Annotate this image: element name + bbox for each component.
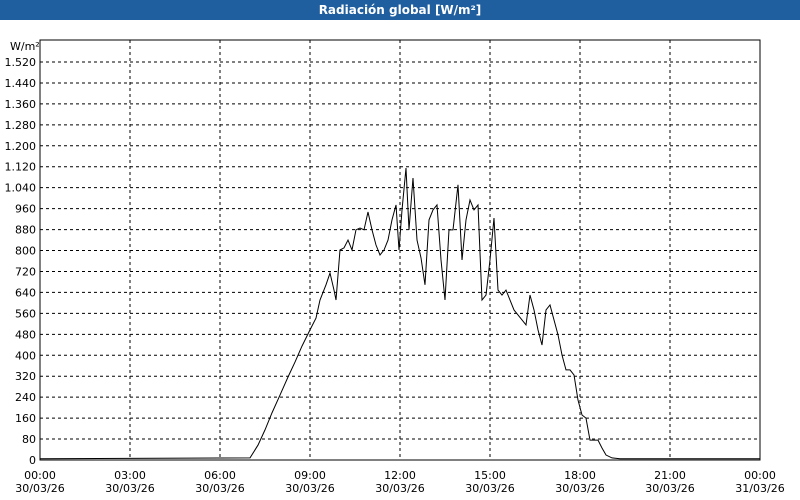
- y-tick-label: 0: [29, 454, 36, 467]
- x-tick-label: 18:00 30/03/26: [555, 469, 604, 495]
- y-tick-label: 960: [15, 203, 36, 216]
- x-tick-label: 21:00 30/03/26: [645, 469, 694, 495]
- y-tick-label: 1.120: [5, 161, 37, 174]
- y-tick-label: 720: [15, 265, 36, 278]
- y-tick-label: 1.280: [5, 119, 37, 132]
- y-tick-label: 800: [15, 245, 36, 258]
- data-line: [39, 167, 760, 460]
- y-tick-label: 640: [15, 286, 36, 299]
- y-tick-label: 1.200: [5, 140, 37, 153]
- y-tick-label: 1.360: [5, 98, 37, 111]
- x-tick-label: 03:00 30/03/26: [105, 469, 154, 495]
- y-axis-unit: W/m²: [10, 40, 40, 53]
- y-tick-label: 320: [15, 370, 36, 383]
- x-tick-label: 00:00 31/03/26: [735, 469, 784, 495]
- x-tick-label: 00:00 30/03/26: [15, 469, 64, 495]
- x-tick-label: 15:00 30/03/26: [465, 469, 514, 495]
- y-tick-label: 1.520: [5, 56, 37, 69]
- y-tick-label: 240: [15, 391, 36, 404]
- y-tick-label: 880: [15, 224, 36, 237]
- x-tick-label: 12:00 30/03/26: [375, 469, 424, 495]
- y-tick-label: 80: [22, 433, 36, 446]
- y-tick-label: 480: [15, 328, 36, 341]
- y-tick-label: 1.040: [5, 182, 37, 195]
- x-tick-label: 09:00 30/03/26: [285, 469, 334, 495]
- x-tick-label: 06:00 30/03/26: [195, 469, 244, 495]
- y-tick-label: 1.440: [5, 77, 37, 90]
- y-tick-label: 160: [15, 412, 36, 425]
- title-bar: [0, 0, 800, 20]
- y-tick-label: 560: [15, 307, 36, 320]
- y-tick-label: 400: [15, 349, 36, 362]
- chart-title: Radiación global [W/m²]: [319, 3, 482, 17]
